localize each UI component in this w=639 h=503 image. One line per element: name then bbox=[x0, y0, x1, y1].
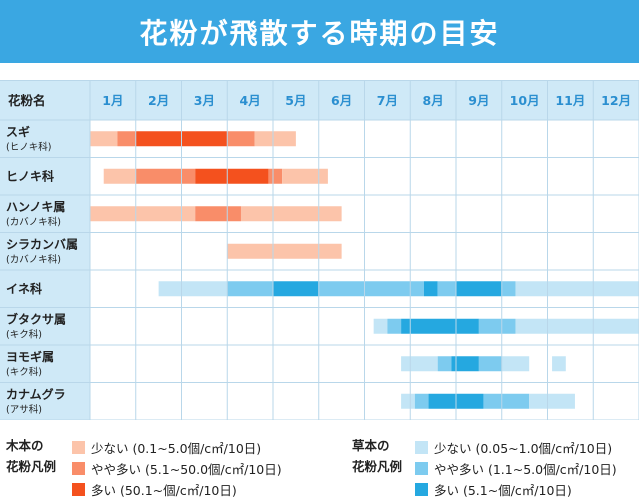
bar-segment bbox=[195, 206, 241, 222]
month-label: 3月 bbox=[194, 93, 215, 108]
legend-swatch-wood-high bbox=[72, 483, 85, 496]
bar-segment bbox=[240, 206, 342, 222]
legend-swatch-grass-mid bbox=[415, 462, 428, 475]
month-label: 2月 bbox=[148, 93, 169, 108]
row-label: ヒノキ科 bbox=[6, 168, 54, 183]
legend-swatch-wood-low bbox=[72, 441, 85, 454]
grass-legend-title: 草本の 花粉凡例 bbox=[352, 438, 403, 474]
bar-segment bbox=[478, 356, 502, 372]
bar-segment bbox=[423, 281, 438, 297]
bar-segment bbox=[515, 281, 639, 297]
bar-segment bbox=[254, 131, 296, 147]
legend-swatch-grass-high bbox=[415, 483, 428, 496]
bar-segment bbox=[227, 281, 273, 297]
legend-label: 多い (5.1~個/c㎡/10日) bbox=[434, 483, 572, 498]
bar-segment bbox=[117, 131, 136, 147]
bar-segment bbox=[387, 318, 402, 334]
label-column-bg bbox=[0, 80, 90, 420]
legend-item-wood-low: 少ない (0.1~5.0個/c㎡/10日) bbox=[72, 438, 261, 457]
chart-title: 花粉が飛散する時期の目安 bbox=[0, 0, 639, 63]
bar-segment bbox=[437, 356, 452, 372]
bar-segment bbox=[373, 318, 388, 334]
row-label: イネ科 bbox=[6, 281, 42, 296]
legend-label: やや多い (1.1~5.0個/c㎡/10日) bbox=[434, 462, 617, 477]
row-label: ヨモギ属 bbox=[6, 349, 54, 364]
bar-segment bbox=[318, 281, 424, 297]
bar-segment bbox=[401, 356, 438, 372]
bar-segment bbox=[135, 168, 196, 184]
bar-segment bbox=[158, 281, 228, 297]
row-sublabel: (カバノキ科) bbox=[6, 216, 61, 228]
legend-item-grass-mid: やや多い (1.1~5.0個/c㎡/10日) bbox=[415, 459, 617, 478]
wood-legend-title: 木本の 花粉凡例 bbox=[6, 438, 57, 474]
month-header-bg bbox=[0, 80, 639, 120]
row-sublabel: (カバノキ科) bbox=[6, 254, 61, 266]
legend-swatch-wood-mid bbox=[72, 462, 85, 475]
legend-label: やや多い (5.1~50.0個/c㎡/10日) bbox=[91, 462, 282, 477]
bar-segment bbox=[456, 281, 502, 297]
row-label: スギ bbox=[6, 124, 30, 139]
month-label: 10月 bbox=[510, 93, 540, 108]
legend-label: 多い (50.1~個/c㎡/10日) bbox=[91, 483, 237, 498]
row-sublabel: (キク科) bbox=[6, 329, 42, 341]
legend-item-grass-low: 少ない (0.05~1.0個/c㎡/10日) bbox=[415, 438, 612, 457]
bar-segment bbox=[483, 393, 530, 409]
bar-segment bbox=[195, 168, 269, 184]
legend-item-wood-mid: やや多い (5.1~50.0個/c㎡/10日) bbox=[72, 459, 282, 478]
bar-segment bbox=[437, 281, 456, 297]
month-label: 11月 bbox=[555, 93, 585, 108]
bar-segment bbox=[273, 281, 319, 297]
bar-segment bbox=[103, 168, 136, 184]
bar-segment bbox=[478, 318, 516, 334]
row-label: ハンノキ属 bbox=[6, 200, 65, 214]
month-label: 12月 bbox=[601, 93, 631, 108]
bar-segment bbox=[90, 206, 196, 222]
month-label: 9月 bbox=[468, 93, 489, 108]
legend-label: 少ない (0.05~1.0個/c㎡/10日) bbox=[434, 441, 613, 456]
bar-segment bbox=[282, 168, 328, 184]
month-label: 1月 bbox=[102, 93, 123, 108]
row-label: シラカンバ属 bbox=[6, 238, 78, 252]
month-label: 7月 bbox=[377, 93, 398, 108]
bar-segment bbox=[451, 356, 479, 372]
bar-segment bbox=[90, 131, 118, 147]
bar-segment bbox=[401, 393, 415, 409]
bar-segment bbox=[501, 281, 516, 297]
bar-segment bbox=[268, 168, 283, 184]
legend-item-wood-high: 多い (50.1~個/c㎡/10日) bbox=[72, 480, 237, 499]
bar-segment bbox=[227, 243, 342, 259]
row-label: カナムグラ bbox=[6, 387, 66, 402]
month-label: 8月 bbox=[423, 93, 444, 108]
row-sublabel: (アサ科) bbox=[6, 404, 42, 416]
column-header-label: 花粉名 bbox=[8, 93, 46, 108]
row-sublabel: (キク科) bbox=[6, 366, 42, 378]
bar-segment bbox=[529, 393, 575, 409]
bar-segment bbox=[501, 356, 530, 372]
month-label: 6月 bbox=[331, 93, 352, 108]
row-label: ブタクサ属 bbox=[6, 312, 66, 327]
row-sublabel: (ヒノキ科) bbox=[6, 141, 51, 153]
bar-segment bbox=[515, 318, 639, 334]
month-label: 4月 bbox=[240, 93, 261, 108]
legend-item-grass-high: 多い (5.1~個/c㎡/10日) bbox=[415, 480, 572, 499]
bar-segment bbox=[414, 393, 429, 409]
legend-label: 少ない (0.1~5.0個/c㎡/10日) bbox=[91, 441, 262, 456]
month-label: 5月 bbox=[285, 93, 306, 108]
bar-segment bbox=[401, 318, 479, 334]
legend-swatch-grass-low bbox=[415, 441, 428, 454]
bar-segment bbox=[552, 356, 566, 372]
bar-segment bbox=[227, 131, 255, 147]
